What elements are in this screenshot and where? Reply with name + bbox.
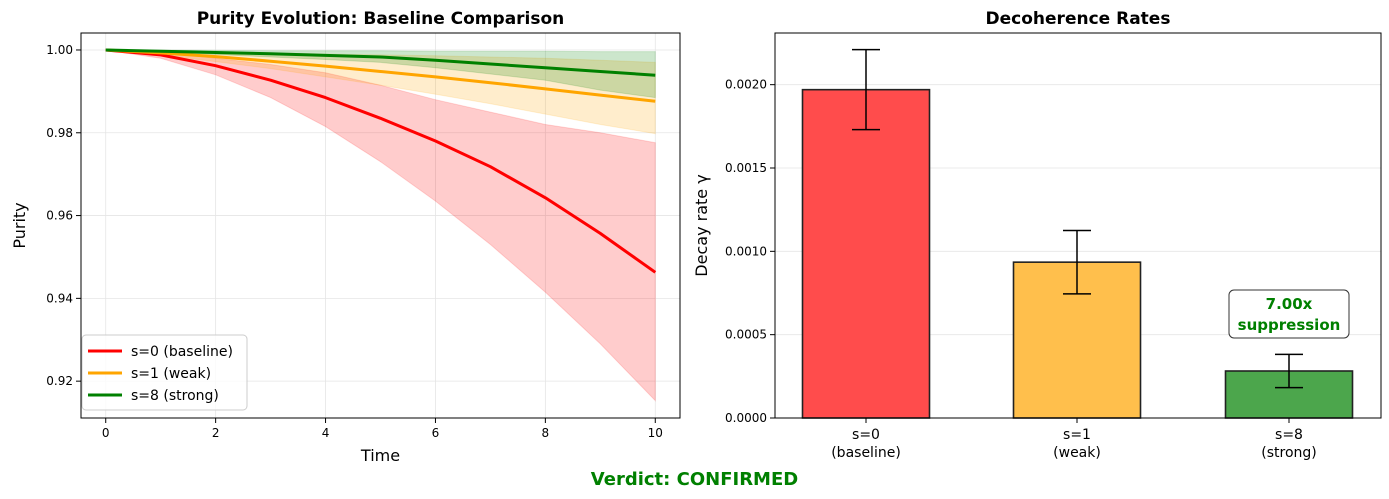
purity-legend: s=0 (baseline) s=1 (weak) s=8 (strong) [81,334,248,411]
decoherence-y-ticks: 0.0000 0.0005 0.0010 0.0015 0.0020 [725,78,775,425]
series-line [105,48,657,274]
y-tick-label: 0.0010 [725,244,767,258]
purity-chart-title: Purity Evolution: Baseline Comparison [197,9,565,29]
purity-series-lines [105,48,657,274]
suppression-annotation: 7.00x suppression [1228,289,1350,339]
x-tick-label: 8 [542,426,550,440]
bar [801,88,931,419]
decoherence-x-ticks: s=0 (baseline) s=1 (weak) s=8 (strong) [831,418,1317,461]
y-tick-label: 0.96 [46,209,73,223]
decoherence-axes-frame [774,32,1382,419]
annotation-box [1228,289,1350,339]
verdict-text: Verdict: CONFIRMED [591,469,798,490]
purity-panel: 0 2 4 6 8 10 0.92 0.94 0.96 0.98 1.00 Purity Evol… [10,9,681,465]
decoherence-y-axis-label: Decay rate γ [692,174,711,276]
y-tick-label: 0.0020 [725,78,767,92]
y-tick-label: 0.0000 [725,411,767,425]
y-tick-label: 0.92 [46,374,73,388]
x-tick-label: s=8 [1275,427,1303,443]
y-tick-label: 0.0005 [725,328,767,342]
decoherence-chart-title: Decoherence Rates [986,9,1171,29]
x-tick-label: 0 [102,426,110,440]
series-line [105,48,656,77]
purity-y-axis-label: Purity [10,202,29,248]
purity-x-ticks: 0 2 4 6 8 10 [102,418,663,440]
purity-axes-frame [80,32,681,419]
x-tick-label: 10 [648,426,663,440]
x-tick-label: (weak) [1053,445,1101,461]
x-tick-label: s=0 [852,427,880,443]
x-tick-label: 6 [432,426,440,440]
legend-box [81,334,248,411]
purity-x-axis-label: Time [360,446,400,465]
legend-label: s=1 (weak) [131,366,211,382]
y-tick-label: 1.00 [46,43,73,57]
y-tick-label: 0.98 [46,126,73,140]
legend-label: s=0 (baseline) [131,344,233,360]
x-tick-label: 4 [322,426,330,440]
y-tick-label: 0.0015 [725,161,767,175]
y-tick-label: 0.94 [46,291,73,305]
decoherence-error-bars [852,48,1303,389]
annotation-label: suppression [1238,316,1341,334]
x-tick-label: (strong) [1261,445,1316,461]
legend-label: s=8 (strong) [131,388,219,404]
purity-y-ticks: 0.92 0.94 0.96 0.98 1.00 [46,43,81,388]
annotation-ratio: 7.00x [1266,295,1313,313]
series-line [105,48,656,103]
x-tick-label: (baseline) [831,445,901,461]
x-tick-label: s=1 [1063,427,1091,443]
decoherence-panel: s=0 (baseline) s=1 (weak) s=8 (strong) 0.0000… [692,9,1382,461]
decoherence-bars [801,88,1354,419]
x-tick-label: 2 [212,426,220,440]
